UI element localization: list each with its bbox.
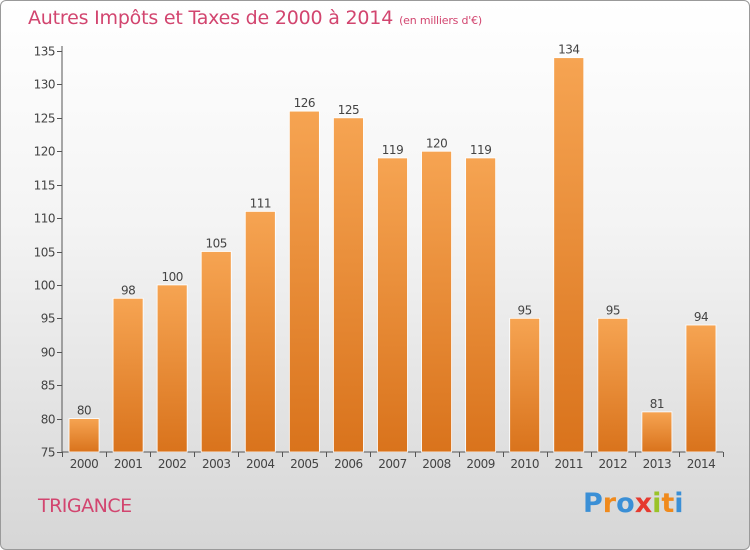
bar-2005: [288, 110, 320, 453]
bar-2007: [377, 157, 408, 453]
bar-value-label: 119: [470, 143, 491, 157]
chart-title: Autres Impôts et Taxes de 2000 à 2014 (en…: [28, 7, 482, 29]
proxiti-logo: Proxiti: [583, 488, 684, 519]
x-tick-label: 2014: [687, 457, 716, 471]
x-tick-label: 2009: [466, 457, 495, 471]
x-tick-label: 2000: [70, 457, 99, 471]
x-tick-label: 2005: [290, 457, 319, 471]
y-tick-label: 110: [34, 212, 55, 226]
x-tick-label: 2001: [114, 457, 143, 471]
bar-value-label: 134: [558, 43, 579, 57]
bar-2014: [685, 324, 717, 453]
y-tick-label: 105: [34, 246, 55, 260]
y-tick-label: 135: [34, 45, 55, 59]
bar-2011: [553, 57, 585, 453]
y-tick-label: 100: [34, 279, 55, 293]
bar-2001: [112, 297, 144, 453]
bar-2003: [200, 251, 232, 453]
x-tick-label: 2004: [246, 457, 275, 471]
x-tick-label: 2011: [554, 457, 583, 471]
y-tick-label: 90: [41, 346, 55, 360]
bar-value-label: 100: [161, 270, 182, 284]
logo-letter: i: [652, 488, 662, 519]
bar-value-label: 94: [694, 310, 708, 324]
bar-2002: [156, 284, 188, 453]
y-tick-label: 130: [34, 78, 55, 92]
bar-2006: [333, 117, 364, 453]
bar-value-label: 95: [606, 303, 620, 317]
logo-letter: r: [602, 488, 617, 519]
bar-2013: [641, 411, 673, 453]
bar-value-label: 120: [426, 136, 447, 150]
bar-value-label: 125: [338, 103, 359, 117]
bar-value-label: 126: [294, 96, 315, 110]
x-tick-label: 2013: [643, 457, 672, 471]
logo-letter: t: [661, 488, 675, 519]
bar-value-label: 98: [121, 283, 135, 297]
x-tick-label: 2010: [510, 457, 539, 471]
bar-2008: [421, 150, 452, 453]
x-tick-label: 2006: [334, 457, 363, 471]
bar-2010: [509, 317, 541, 453]
bar-value-label: 95: [518, 303, 532, 317]
commune-name: TRIGANCE: [38, 495, 132, 517]
y-tick-label: 115: [34, 179, 55, 193]
bar-value-label: 119: [382, 143, 403, 157]
y-tick-label: 85: [41, 379, 55, 393]
y-tick-label: 120: [34, 145, 55, 159]
y-tick-label: 125: [34, 112, 55, 126]
x-tick-label: 2008: [422, 457, 451, 471]
bar-2012: [597, 317, 629, 453]
bar-value-label: 80: [77, 404, 91, 418]
x-tick-label: 2003: [202, 457, 231, 471]
x-tick-label: 2007: [378, 457, 407, 471]
bar-2009: [465, 157, 497, 453]
logo-letter: P: [583, 488, 603, 519]
bar-value-label: 81: [650, 397, 664, 411]
logo-letter: i: [674, 488, 684, 519]
bar-2000: [68, 418, 100, 453]
logo-letter: o: [616, 488, 635, 519]
bar-2004: [244, 210, 276, 453]
bar-value-label: 111: [250, 196, 271, 210]
y-tick-label: 95: [41, 312, 55, 326]
x-tick-label: 2002: [158, 457, 187, 471]
bar-value-label: 105: [206, 237, 227, 251]
chart-title-text: Autres Impôts et Taxes de 2000 à 2014: [28, 7, 394, 29]
logo-letter: x: [634, 488, 653, 519]
y-tick-label: 75: [41, 446, 55, 460]
x-tick-label: 2012: [599, 457, 628, 471]
chart-subtitle: (en milliers d'€): [399, 14, 482, 27]
y-tick-label: 80: [41, 413, 55, 427]
